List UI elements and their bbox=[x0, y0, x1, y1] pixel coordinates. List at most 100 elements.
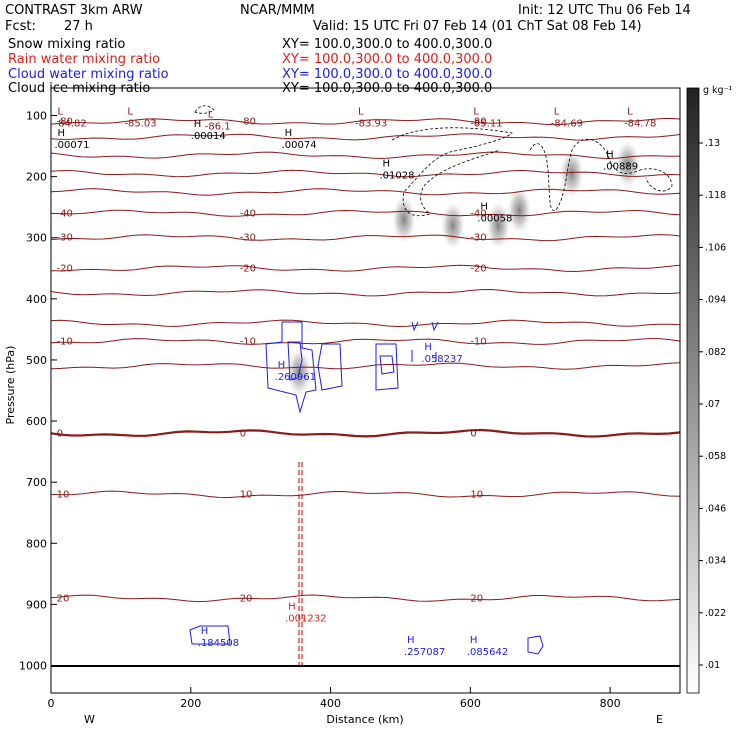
extremum-marker: H bbox=[382, 159, 390, 170]
isotherm-line bbox=[51, 209, 680, 217]
cloud-water-contour bbox=[189, 625, 231, 645]
isotherm-line bbox=[51, 362, 680, 370]
cloud-water-contour bbox=[527, 635, 544, 655]
isotherm-label: -20 bbox=[240, 263, 256, 274]
field-xy-cloud-water: XY= 100.0,300.0 to 400.0,300.0 bbox=[282, 67, 492, 82]
isotherm-label: -80 bbox=[470, 117, 486, 128]
y-tick-label: 300 bbox=[26, 232, 47, 245]
plot-frame bbox=[50, 87, 681, 694]
colorbar-label: .07 bbox=[705, 399, 720, 410]
y-tick-label: 900 bbox=[26, 598, 47, 611]
axes-layer: 0 200 400 600 800100200300400500600700800900… bbox=[19, 110, 621, 711]
extremum-marker: H bbox=[288, 602, 296, 613]
snow-shading-layer bbox=[287, 140, 640, 397]
colorbar-label: .13 bbox=[705, 138, 720, 149]
isotherm-label: -40 bbox=[470, 208, 486, 219]
isotherm-label: 10 bbox=[470, 489, 483, 500]
isotherm-label: -10 bbox=[57, 337, 73, 348]
cloud-water-contour bbox=[375, 343, 399, 391]
extremum-value: .00058 bbox=[477, 213, 512, 224]
cloud-ice-contour bbox=[529, 139, 673, 211]
isotherm-label: -30 bbox=[470, 233, 486, 244]
cloud-water-contour bbox=[265, 321, 317, 414]
x-axis-title: Distance (km) bbox=[326, 713, 403, 726]
extremum-value: -85.11 bbox=[470, 119, 502, 130]
cloud-water-contour bbox=[287, 341, 303, 381]
colorbar-label: .082 bbox=[705, 347, 726, 358]
isotherm-label: 0 bbox=[240, 428, 246, 439]
y-tick-label: 800 bbox=[26, 537, 47, 550]
isotherm-label: -20 bbox=[470, 263, 486, 274]
isotherm-line bbox=[51, 428, 680, 438]
extremum-marker: H bbox=[57, 128, 65, 139]
extremum-value: .01028 bbox=[379, 171, 414, 182]
isotherm-label: 20 bbox=[470, 593, 483, 604]
isotherm-label: -20 bbox=[57, 263, 73, 274]
extremum-marker: L bbox=[473, 107, 479, 118]
isotherm-line bbox=[51, 169, 680, 178]
extremum-marker: H bbox=[285, 128, 293, 139]
isotherm-line bbox=[51, 117, 680, 126]
isotherm-label: -10 bbox=[470, 337, 486, 348]
rain-contour-layer bbox=[298, 462, 303, 666]
isotherm-line bbox=[51, 490, 680, 499]
init-time: Init: 12 UTC Thu 06 Feb 14 bbox=[518, 3, 691, 18]
isotherm-label: 0 bbox=[470, 428, 476, 439]
extremum-value: .001232 bbox=[285, 614, 326, 625]
extremum-marker: H bbox=[278, 360, 286, 371]
colorbar bbox=[686, 87, 700, 694]
cloud-ice-contour bbox=[194, 105, 215, 114]
isotherm-label: 0 bbox=[57, 428, 63, 439]
colorbar-unit: g kg⁻¹ bbox=[703, 85, 733, 96]
extremum-value: .00889 bbox=[603, 161, 638, 172]
forecast-hour: 27 h bbox=[64, 19, 93, 34]
snow-shade-blob bbox=[507, 186, 532, 235]
isotherm-line bbox=[51, 188, 680, 196]
extremum-value: .257087 bbox=[404, 647, 445, 658]
x-right-label: E bbox=[656, 713, 663, 726]
y-axis-title: Pressure (hPa) bbox=[4, 346, 17, 425]
isotherm-label: -30 bbox=[57, 233, 73, 244]
extremum-value: .260961 bbox=[275, 372, 316, 383]
rain-contour bbox=[298, 462, 303, 666]
extremum-value: -84.82 bbox=[54, 119, 86, 130]
x-tick-label: 200 bbox=[180, 697, 201, 710]
extremum-value: -83.93 bbox=[355, 119, 387, 130]
y-tick-label: 200 bbox=[26, 171, 47, 184]
y-tick-label: 1000 bbox=[19, 660, 47, 673]
isotherm-label: 20 bbox=[57, 593, 70, 604]
cloud-water-contour bbox=[379, 355, 395, 375]
extremum-marker: H bbox=[424, 342, 432, 353]
extremum-value: .085642 bbox=[467, 647, 508, 658]
extremum-marker: H bbox=[194, 119, 202, 130]
isotherm-label: -40 bbox=[240, 208, 256, 219]
isotherm-line bbox=[51, 288, 680, 297]
field-xy-rain: XY= 100.0,300.0 to 400.0,300.0 bbox=[282, 52, 492, 67]
extremum-marker: L bbox=[554, 107, 560, 118]
snow-shade-blob bbox=[391, 195, 416, 244]
cloud-ice-contour bbox=[391, 127, 513, 217]
isotherm-label: 20 bbox=[240, 593, 253, 604]
isotherm-line bbox=[51, 151, 680, 160]
colorbar-label: .01 bbox=[705, 660, 720, 671]
colorbar-ticks: .13 .118 .106 .094 .082 .07 .058 .046 .034 .022 .0… bbox=[699, 138, 726, 671]
x-left-label: W bbox=[84, 713, 95, 726]
forecast-label: Fcst: bbox=[5, 19, 36, 34]
isotherm-label: -10 bbox=[240, 337, 256, 348]
extremum-value: .058237 bbox=[421, 354, 462, 365]
isotherm-label: -80 bbox=[57, 117, 73, 128]
x-tick-label: 800 bbox=[600, 697, 621, 710]
isotherm-label: 10 bbox=[57, 489, 70, 500]
extremum-marker: L bbox=[57, 107, 63, 118]
colorbar-label: .022 bbox=[705, 608, 726, 619]
x-tick-label: 400 bbox=[320, 697, 341, 710]
center-title: NCAR/MMM bbox=[240, 3, 315, 18]
colorbar-label: .094 bbox=[705, 295, 726, 306]
x-tick-label: 600 bbox=[460, 697, 481, 710]
isotherm-line bbox=[51, 264, 680, 273]
cloud-water-contour-layer bbox=[189, 321, 544, 655]
y-tick-label: 500 bbox=[26, 354, 47, 367]
extremum-marker: H bbox=[480, 201, 488, 212]
extremum-value: .00074 bbox=[282, 140, 317, 151]
